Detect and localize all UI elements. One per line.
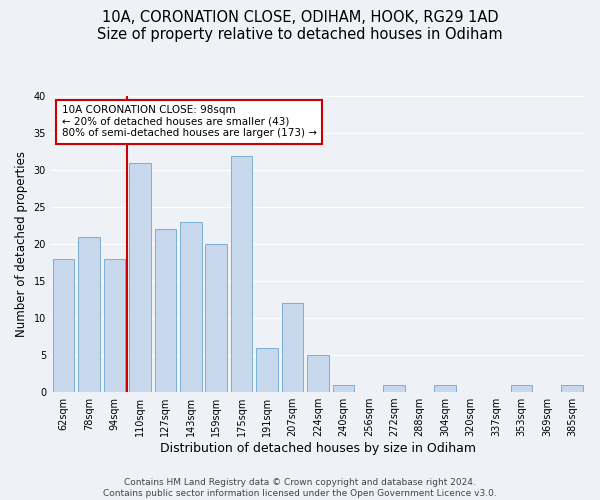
Text: Contains HM Land Registry data © Crown copyright and database right 2024.
Contai: Contains HM Land Registry data © Crown c… [103, 478, 497, 498]
Bar [104, 259, 125, 392]
Bar [78, 237, 100, 392]
Text: 10A, CORONATION CLOSE, ODIHAM, HOOK, RG29 1AD
Size of property relative to detac: 10A, CORONATION CLOSE, ODIHAM, HOOK, RG2… [97, 10, 503, 42]
Bar [332, 384, 354, 392]
Bar [53, 259, 74, 392]
Bar [155, 230, 176, 392]
Text: 10A CORONATION CLOSE: 98sqm
← 20% of detached houses are smaller (43)
80% of sem: 10A CORONATION CLOSE: 98sqm ← 20% of det… [62, 106, 317, 138]
Bar [180, 222, 202, 392]
Bar [231, 156, 253, 392]
Bar [205, 244, 227, 392]
Bar [282, 304, 304, 392]
Y-axis label: Number of detached properties: Number of detached properties [15, 151, 28, 337]
X-axis label: Distribution of detached houses by size in Odiham: Distribution of detached houses by size … [160, 442, 476, 455]
Bar [383, 384, 405, 392]
Bar [511, 384, 532, 392]
Bar [562, 384, 583, 392]
Bar [307, 355, 329, 392]
Bar [256, 348, 278, 392]
Bar [434, 384, 456, 392]
Bar [129, 163, 151, 392]
